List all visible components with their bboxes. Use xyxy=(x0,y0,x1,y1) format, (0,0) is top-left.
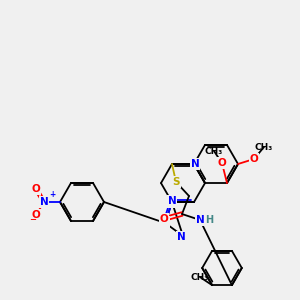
Text: O: O xyxy=(32,210,40,220)
Text: N: N xyxy=(161,217,170,227)
Text: O: O xyxy=(250,154,258,164)
Text: N: N xyxy=(168,196,176,206)
Text: N: N xyxy=(177,232,185,242)
Text: S: S xyxy=(172,177,180,187)
Text: N: N xyxy=(168,197,176,207)
Text: N: N xyxy=(40,197,48,207)
Text: N: N xyxy=(190,159,200,169)
Text: H: H xyxy=(205,215,213,225)
Text: CH₃: CH₃ xyxy=(191,273,209,282)
Text: −: − xyxy=(29,215,36,224)
Text: +: + xyxy=(49,190,55,199)
Text: O: O xyxy=(218,158,226,168)
Text: O: O xyxy=(32,184,40,194)
Text: CH₃: CH₃ xyxy=(255,142,273,152)
Text: N: N xyxy=(196,215,204,225)
Text: CH₃: CH₃ xyxy=(205,147,223,156)
Text: O: O xyxy=(160,214,168,224)
